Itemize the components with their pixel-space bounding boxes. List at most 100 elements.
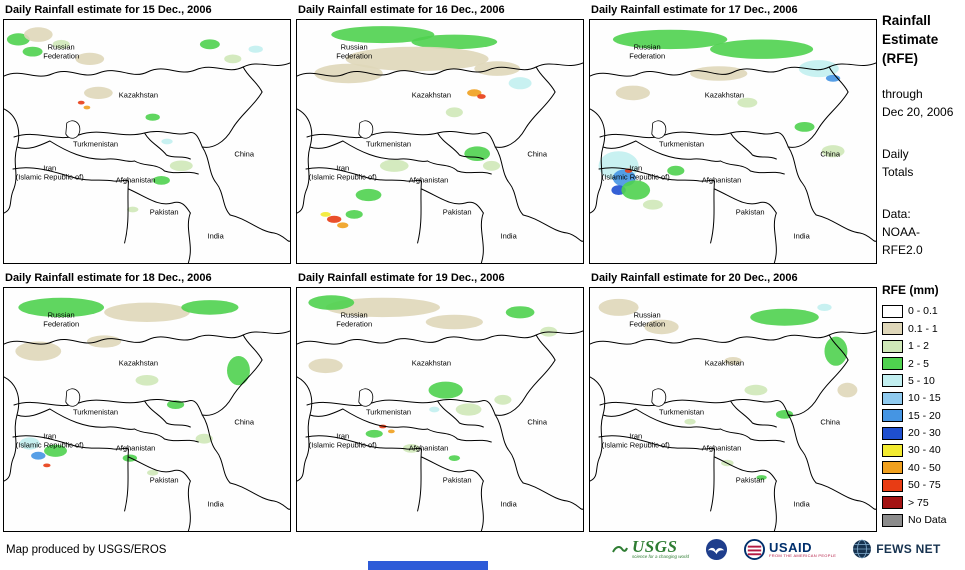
legend-item: > 75 bbox=[882, 494, 962, 511]
rain-patch bbox=[598, 298, 639, 316]
map-panel-16dec: Daily Rainfall estimate for 16 Dec., 200… bbox=[296, 2, 584, 264]
rain-patch bbox=[355, 188, 382, 202]
legend-label: 20 - 30 bbox=[908, 427, 941, 440]
rain-patch bbox=[750, 308, 819, 326]
rain-patch bbox=[798, 60, 839, 78]
panel-title-17dec: Daily Rainfall estimate for 17 Dec., 200… bbox=[591, 4, 798, 16]
rain-patch bbox=[84, 86, 113, 99]
rain-patch bbox=[710, 39, 814, 59]
bottom-blue-strip bbox=[368, 561, 488, 570]
rain-patch bbox=[83, 105, 91, 110]
legend-swatch bbox=[882, 339, 903, 353]
rain-patch bbox=[15, 341, 62, 361]
rain-patch bbox=[331, 26, 435, 44]
rain-patch bbox=[494, 394, 512, 405]
rain-patch bbox=[6, 33, 30, 46]
panel-title-20dec: Daily Rainfall estimate for 20 Dec., 200… bbox=[591, 272, 798, 284]
rain-patch bbox=[19, 437, 40, 450]
rain-patch bbox=[227, 356, 250, 386]
rain-patch bbox=[77, 100, 85, 105]
rain-patch bbox=[167, 400, 185, 409]
rain-patch bbox=[445, 107, 463, 118]
legend-swatch bbox=[882, 409, 903, 423]
rain-patch bbox=[345, 210, 363, 219]
rain-patch bbox=[320, 212, 331, 217]
rain-patch bbox=[612, 29, 728, 50]
rain-patch bbox=[379, 159, 409, 172]
rain-patch bbox=[44, 444, 67, 457]
legend-item: 10 - 15 bbox=[882, 390, 962, 407]
legend-label: 50 - 75 bbox=[908, 479, 941, 492]
rain-patch bbox=[248, 45, 263, 53]
legend-item: 20 - 30 bbox=[882, 424, 962, 441]
legend-swatch bbox=[882, 443, 903, 457]
rain-patch bbox=[345, 46, 489, 72]
rain-patch bbox=[817, 303, 832, 311]
rain-patch bbox=[31, 451, 46, 460]
map-image bbox=[590, 298, 876, 531]
rain-patch bbox=[425, 314, 483, 330]
rain-patch bbox=[467, 89, 482, 97]
map-canvas-17dec: Russian Federation Kazakhstan Turkmenistan… bbox=[589, 19, 877, 264]
usaid-logo: USAID FROM THE AMERICAN PEOPLE bbox=[744, 538, 837, 560]
rain-patch bbox=[644, 319, 679, 335]
rain-patch bbox=[23, 27, 53, 42]
rain-patch bbox=[744, 384, 768, 396]
sidebar-period: Daily Totals bbox=[882, 146, 914, 179]
legend-label: 30 - 40 bbox=[908, 444, 941, 457]
rain-patch bbox=[794, 122, 815, 132]
map-image bbox=[4, 297, 290, 531]
map-canvas-18dec: Russian Federation Kazakhstan Turkmenistan… bbox=[3, 287, 291, 532]
rain-patch bbox=[325, 297, 440, 318]
legend-label: 0 - 0.1 bbox=[908, 305, 938, 318]
legend: 0 - 0.1 0.1 - 1 1 - 2 2 - 5 5 - 10 10 - … bbox=[882, 303, 962, 529]
usgs-wordmark: USGS bbox=[632, 537, 678, 557]
legend-swatch bbox=[882, 304, 903, 318]
logo-row: USGS science for a changing world USAID … bbox=[612, 535, 941, 563]
legend-sidebar: Rainfall Estimate (RFE) through Dec 20, … bbox=[882, 12, 962, 529]
rain-patch bbox=[127, 206, 139, 213]
rain-patch bbox=[775, 410, 794, 419]
rain-patch bbox=[314, 63, 383, 84]
legend-item: 1 - 2 bbox=[882, 337, 962, 354]
rain-patch bbox=[474, 61, 521, 76]
legend-swatch bbox=[882, 461, 903, 475]
rain-patch bbox=[135, 375, 159, 386]
rain-patch bbox=[505, 306, 535, 319]
legend-label: 15 - 20 bbox=[908, 409, 941, 422]
legend-swatch bbox=[882, 374, 903, 388]
rain-patch bbox=[308, 295, 355, 310]
map-grid: Daily Rainfall estimate for 15 Dec., 200… bbox=[3, 2, 877, 532]
rain-patch bbox=[326, 215, 342, 223]
rain-patch bbox=[615, 85, 650, 101]
map-credit: Map produced by USGS/EROS bbox=[6, 544, 167, 556]
legend-label: 10 - 15 bbox=[908, 392, 941, 405]
map-image bbox=[297, 26, 583, 263]
legend-label: 0.1 - 1 bbox=[908, 322, 938, 335]
rain-patch bbox=[104, 302, 190, 322]
rain-patch bbox=[508, 77, 532, 90]
rain-patch bbox=[411, 34, 498, 50]
fewsnet-logo: FEWS NET bbox=[852, 539, 940, 559]
rain-patch bbox=[824, 336, 848, 366]
map-panel-18dec: Daily Rainfall estimate for 18 Dec., 200… bbox=[3, 270, 291, 532]
legend-swatch bbox=[882, 322, 903, 336]
rain-patch bbox=[429, 406, 440, 413]
rain-patch bbox=[724, 357, 742, 365]
usaid-tagline: FROM THE AMERICAN PEOPLE bbox=[769, 552, 837, 558]
map-image bbox=[4, 27, 290, 263]
sidebar-title: Rainfall Estimate (RFE) bbox=[882, 13, 939, 66]
rain-patch bbox=[837, 382, 858, 398]
rain-patch bbox=[690, 66, 748, 81]
map-canvas-20dec: Russian Federation Kazakhstan Turkmenistan… bbox=[589, 287, 877, 532]
rain-patch bbox=[477, 94, 486, 99]
legend-title: RFE (mm) bbox=[882, 282, 939, 297]
rain-patch bbox=[756, 475, 767, 480]
legend-swatch bbox=[882, 391, 903, 405]
legend-item: 30 - 40 bbox=[882, 442, 962, 459]
legend-item: 0 - 0.1 bbox=[882, 303, 962, 320]
map-canvas-15dec: Russian Federation Kazakhstan Turkmenistan… bbox=[3, 19, 291, 264]
legend-label: > 75 bbox=[908, 496, 929, 509]
legend-label: No Data bbox=[908, 514, 947, 527]
legend-swatch bbox=[882, 496, 903, 510]
